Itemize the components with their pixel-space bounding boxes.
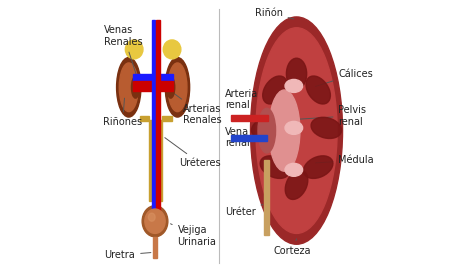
Text: Riñón: Riñón [255, 8, 294, 19]
Ellipse shape [142, 206, 168, 237]
Ellipse shape [256, 28, 337, 233]
Text: Arterias
Renales: Arterias Renales [172, 92, 221, 125]
Ellipse shape [258, 108, 275, 153]
Ellipse shape [145, 209, 165, 233]
Ellipse shape [285, 121, 302, 134]
Text: Vena
renal: Vena renal [225, 126, 250, 148]
Polygon shape [133, 81, 156, 91]
Polygon shape [153, 237, 157, 258]
Ellipse shape [303, 156, 333, 178]
Text: Venas
Renales: Venas Renales [104, 25, 143, 74]
Text: Médula: Médula [316, 155, 374, 165]
Ellipse shape [311, 117, 342, 138]
Ellipse shape [306, 76, 330, 104]
Polygon shape [231, 135, 267, 141]
Text: Corteza: Corteza [273, 239, 311, 256]
Ellipse shape [168, 63, 187, 112]
Text: Arteria
renal: Arteria renal [225, 89, 258, 116]
Ellipse shape [260, 156, 290, 178]
Polygon shape [155, 74, 173, 81]
Polygon shape [160, 120, 162, 201]
Ellipse shape [269, 90, 300, 171]
Ellipse shape [119, 63, 138, 112]
Ellipse shape [125, 40, 143, 59]
Ellipse shape [163, 40, 181, 59]
Text: Uréteres: Uréteres [165, 138, 220, 168]
Polygon shape [152, 20, 155, 225]
Text: Pelvis
renal: Pelvis renal [292, 105, 366, 126]
Text: Riñones: Riñones [103, 98, 142, 128]
Polygon shape [133, 74, 152, 81]
Text: Uretra: Uretra [104, 250, 151, 260]
Ellipse shape [148, 213, 155, 221]
Ellipse shape [285, 163, 302, 176]
Ellipse shape [252, 117, 282, 138]
Text: Vejiga
Urinaria: Vejiga Urinaria [171, 224, 216, 247]
Polygon shape [231, 115, 268, 121]
Ellipse shape [286, 58, 307, 89]
Ellipse shape [131, 76, 139, 98]
Ellipse shape [167, 76, 175, 98]
Polygon shape [149, 120, 152, 201]
Polygon shape [162, 116, 172, 121]
Ellipse shape [285, 79, 302, 92]
Ellipse shape [117, 57, 141, 117]
Text: Uréter: Uréter [225, 205, 263, 217]
Ellipse shape [251, 17, 343, 244]
Ellipse shape [285, 170, 308, 199]
Polygon shape [156, 20, 160, 225]
Ellipse shape [263, 76, 287, 104]
Text: Cálices: Cálices [315, 69, 373, 86]
Polygon shape [160, 81, 173, 91]
Polygon shape [264, 160, 269, 235]
Ellipse shape [165, 57, 190, 117]
Polygon shape [139, 116, 149, 121]
